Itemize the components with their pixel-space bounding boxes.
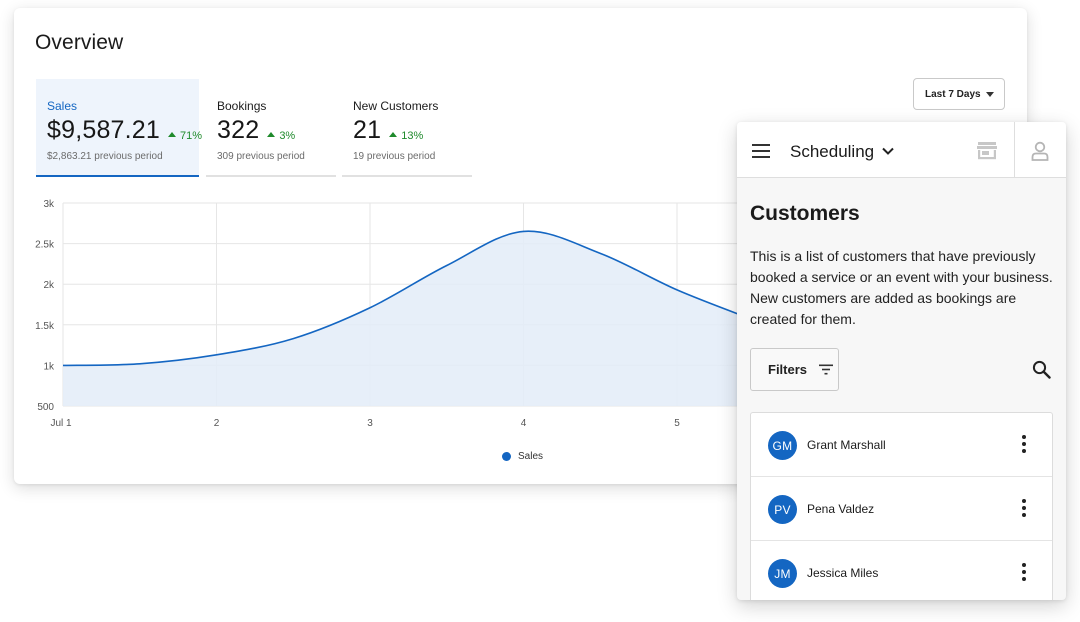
stat-value: $9,587.21 [47,116,161,144]
list-item[interactable]: JM Jessica Miles [751,541,1052,600]
stat-delta: 3% [267,130,295,142]
page-title: Customers [750,202,860,225]
stat-label: New Customers [353,99,439,113]
legend-label: Sales [518,451,544,462]
stat-delta-value: 3% [279,129,296,142]
stat-previous: 309 previous period [217,151,305,162]
stat-value: 21 [353,116,382,144]
app-switcher[interactable]: Scheduling [790,142,875,161]
stat-tab-bookings[interactable]: Bookings 322 3% 309 previous period [206,79,336,177]
page-description: This is a list of customers that have pr… [750,248,1053,327]
y-tick-label: 2.5k [35,240,55,251]
x-tick-label: 4 [521,418,527,429]
trend-up-icon [389,132,398,137]
stat-delta: 13% [389,130,423,142]
y-tick-label: 2k [43,280,55,291]
trend-up-icon [267,132,276,137]
avatar: JM [768,559,797,588]
scheduling-panel: Scheduling Customers This is a list of c… [737,122,1066,600]
y-tick-label: 3k [43,199,55,210]
stat-delta-value: 71% [180,129,203,142]
filter-lines-icon [819,364,834,375]
stat-label: Bookings [217,99,267,113]
trend-up-icon [168,132,177,137]
x-tick-label: 5 [674,418,680,429]
avatar: PV [768,495,797,524]
panel-header: Scheduling [737,122,1066,178]
search-icon[interactable] [1032,360,1051,379]
stat-value: 322 [217,116,260,144]
chevron-down-icon[interactable] [881,144,895,158]
x-tick-label: 2 [214,418,220,429]
stat-label: Sales [47,99,78,113]
overview-title: Overview [35,31,124,54]
y-tick-label: 1k [43,361,55,372]
stat-delta-value: 13% [401,129,424,142]
stat-tab-sales[interactable]: Sales $9,587.21 71% $2,863.21 previous p… [36,79,202,177]
date-range-dropdown[interactable]: Last 7 Days [913,78,1005,110]
avatar: GM [768,431,797,460]
legend-marker [502,452,511,461]
x-tick-label: Jul 1 [50,418,72,429]
customer-name: Pena Valdez [807,502,875,516]
hamburger-icon[interactable] [752,144,770,158]
list-item[interactable]: PV Pena Valdez [751,477,1052,541]
series-line-sales [62,230,755,367]
customer-name: Jessica Miles [807,566,879,580]
header-divider [1014,122,1015,178]
list-item[interactable]: GM Grant Marshall [751,413,1052,477]
person-icon[interactable] [1031,141,1049,161]
y-tick-label: 500 [37,402,54,413]
chart-legend: Sales [502,451,543,462]
stat-previous: $2,863.21 previous period [47,151,163,162]
customer-name: Grant Marshall [807,438,886,452]
stat-delta: 71% [168,130,202,142]
kebab-icon[interactable] [1022,499,1026,517]
date-range-label: Last 7 Days [925,88,981,100]
stat-previous: 19 previous period [353,151,436,162]
stat-tab-new-customers[interactable]: New Customers 21 13% 19 previous period [342,79,472,177]
caret-down-icon [986,92,994,97]
y-tick-label: 1.5k [35,321,55,332]
filters-label: Filters [768,362,808,377]
series-area-sales [63,231,754,406]
store-icon[interactable] [976,141,998,160]
customer-list: GM Grant Marshall PV Pena Valdez JM Jess… [750,412,1053,600]
filters-button[interactable]: Filters [750,348,839,391]
kebab-icon[interactable] [1022,563,1026,581]
x-tick-label: 3 [367,418,373,429]
kebab-icon[interactable] [1022,435,1026,453]
